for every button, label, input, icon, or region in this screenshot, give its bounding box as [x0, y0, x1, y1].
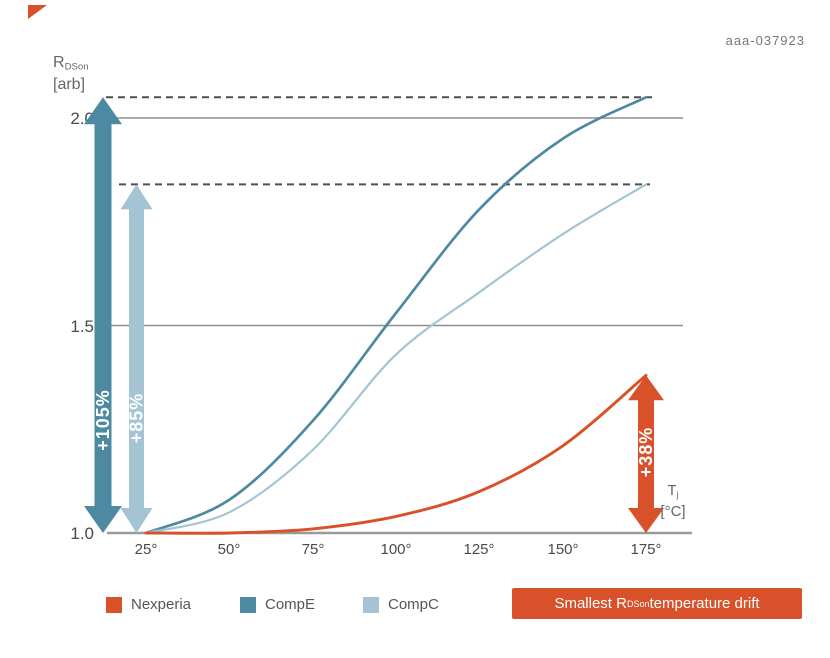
legend-item-compc: CompC [363, 596, 439, 613]
highlight-banner: Smallest R DSon temperature drift [512, 588, 802, 619]
compc-drift-arrow [120, 184, 153, 533]
x-tick-175: 175° [630, 541, 662, 558]
x-axis-symbol: T [667, 482, 677, 499]
drift-arrows: +105% +85% +38% [84, 97, 664, 534]
compe-swatch-icon [240, 596, 256, 613]
nexperia-swatch-icon [106, 596, 122, 613]
dashed-reference-lines [106, 96, 652, 186]
legend-item-nexperia: Nexperia [106, 596, 191, 613]
nexperia-drift-arrow [628, 375, 664, 533]
y-axis-label: RDSon [arb] [53, 54, 89, 94]
banner-text-sub: DSon [626, 598, 650, 609]
y-tick-1-5: 1.5 [70, 317, 94, 336]
legend-label-nexperia: Nexperia [131, 596, 192, 613]
compe-curve [144, 95, 648, 535]
x-tick-50: 50° [217, 541, 241, 558]
y-axis-symbol-sub: DSon [64, 61, 89, 73]
x-tick-150: 150° [547, 541, 579, 558]
compc-drift-label: +85% [126, 393, 146, 444]
x-tick-75: 75° [301, 541, 325, 558]
compc-curve [144, 183, 648, 535]
y-axis-symbol: R [53, 54, 65, 71]
x-tick-100: 100° [380, 541, 412, 558]
nexperia-curve [144, 373, 648, 535]
legend-label-compe: CompE [265, 596, 316, 613]
compc-swatch-icon [363, 596, 379, 613]
compe-drift-arrow [84, 97, 122, 534]
x-axis-label: Tj [°C] [650, 482, 696, 520]
gridlines [107, 117, 692, 535]
banner-text-suffix: temperature drift [649, 595, 760, 612]
legend-label-compc: CompC [388, 596, 439, 613]
x-tick-125: 125° [463, 541, 495, 558]
compe-drift-label: +105% [93, 389, 113, 451]
x-axis-symbol-sub: j [676, 489, 679, 500]
curves [144, 95, 648, 535]
x-axis-unit: [°C] [660, 503, 686, 521]
y-axis-unit: [arb] [53, 76, 86, 94]
x-tick-25: 25° [134, 541, 158, 558]
banner-text-prefix: Smallest R [554, 595, 627, 612]
legend-item-compe: CompE [240, 596, 315, 613]
document-number: aaa-037923 [725, 33, 805, 48]
nexperia-drift-label: +38% [636, 427, 656, 478]
y-tick-1-0: 1.0 [70, 524, 94, 543]
